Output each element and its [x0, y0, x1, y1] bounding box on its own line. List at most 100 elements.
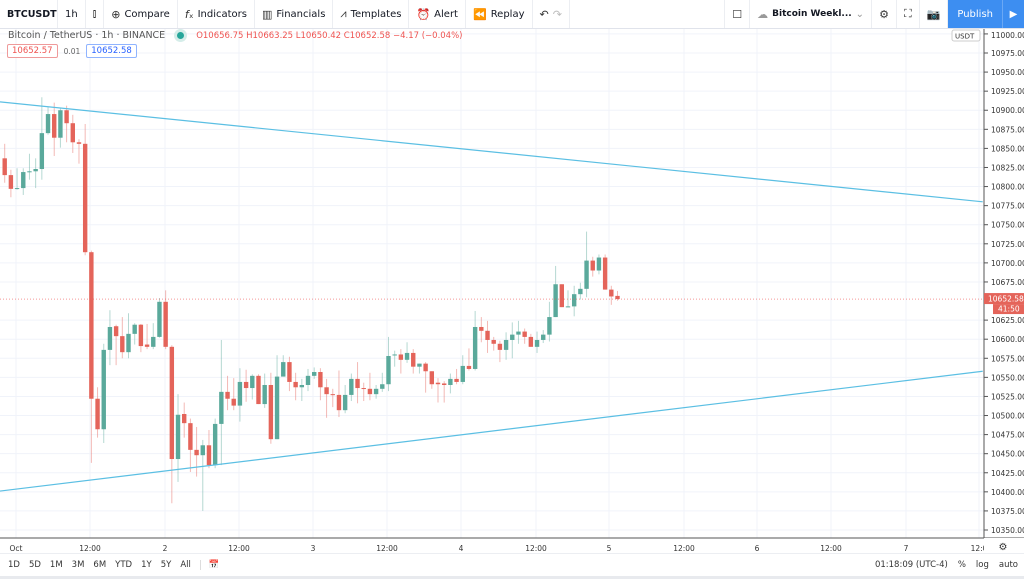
series-title[interactable]: Bitcoin / TetherUS · 1h · BINANCE — [8, 30, 166, 41]
candle-up — [281, 362, 286, 377]
fullscreen-button[interactable]: ⛶ — [897, 0, 920, 28]
candle-down — [336, 394, 342, 411]
candle-down — [120, 336, 125, 353]
candle-down — [497, 343, 503, 350]
time-label: Oct — [10, 544, 23, 553]
candle-up — [151, 336, 156, 347]
undo-icon[interactable]: ↶ — [539, 7, 549, 21]
range-6m[interactable]: 6M — [93, 560, 107, 570]
fullscreen-icon: ⛶ — [903, 7, 912, 20]
price-tick-label: 10900.00 — [991, 106, 1024, 115]
candle-up — [516, 331, 521, 335]
candle-up — [584, 260, 589, 289]
range-1y[interactable]: 1Y — [141, 560, 152, 570]
candle-down — [590, 260, 595, 271]
range-1m[interactable]: 1M — [49, 560, 63, 570]
layout-toggle-button[interactable]: ☐ — [724, 0, 751, 28]
chevron-down-icon: ⌄ — [855, 8, 865, 20]
financials-button[interactable]: ▥ Financials — [255, 0, 334, 28]
percent-toggle[interactable]: % — [957, 560, 966, 570]
candle-down — [398, 354, 404, 360]
candle-up — [460, 365, 465, 382]
candle-down — [454, 378, 459, 382]
bid-ask-row: 10652.57 0.01 10652.58 — [7, 44, 137, 58]
play-button[interactable]: ▶ — [1002, 0, 1024, 28]
price-tick-label: 10550.00 — [991, 373, 1024, 382]
candle-down — [113, 326, 119, 337]
layout-name-button[interactable]: ☁ Bitcoin Weekl... ⌄ — [750, 0, 873, 28]
plus-circle-icon: ⊕ — [111, 7, 121, 21]
candle-up — [448, 378, 453, 385]
price-tick-label: 10525.00 — [991, 392, 1024, 401]
templates-button[interactable]: ⩘ Templates — [333, 0, 410, 28]
compare-button[interactable]: ⊕ Compare — [104, 0, 178, 28]
candle-down — [479, 326, 484, 331]
candle-down — [528, 336, 534, 347]
candle-up — [571, 294, 577, 307]
price-tick-label: 10750.00 — [991, 221, 1024, 230]
bottom-bar: 1D 5D 1M 3M 6M YTD 1Y 5Y All 📅 01:18:09 (UTC-4) … — [0, 553, 1024, 576]
candle-up — [404, 352, 410, 360]
candle-down — [8, 175, 14, 189]
candle-down — [169, 346, 175, 460]
publish-label: Publish — [957, 8, 993, 20]
price-chart[interactable]: 11000.00 10975.00 10950.00 10925.00 10900.00… — [0, 29, 1024, 553]
range-3m[interactable]: 3M — [71, 560, 85, 570]
candle-up — [417, 363, 422, 367]
settings-button[interactable]: ⚙ — [872, 0, 897, 28]
top-toolbar: BTCUSDT 1h ⫾ ⊕ Compare fₓ Indicators ▥ Fina… — [0, 0, 1024, 29]
candle-up — [101, 349, 106, 430]
candle-up — [27, 171, 32, 173]
alarm-clock-icon: ⏰ — [416, 7, 431, 21]
interval-button[interactable]: 1h — [58, 0, 86, 28]
price-tick-label: 10575.00 — [991, 354, 1024, 363]
candle-up — [126, 333, 131, 353]
trend-line[interactable] — [0, 370, 983, 492]
candle-down — [52, 114, 57, 138]
time-label: 12:00 — [228, 544, 250, 553]
candle-up — [45, 114, 51, 134]
candle-down — [231, 398, 236, 406]
candle-up — [349, 378, 354, 395]
candle-down — [163, 301, 168, 347]
price-tick-label: 10850.00 — [991, 144, 1024, 153]
price-tick-label: 10425.00 — [991, 469, 1024, 478]
range-5y[interactable]: 5Y — [160, 560, 172, 570]
candle-down — [609, 289, 614, 297]
price-tick-label: 10700.00 — [991, 259, 1024, 268]
buy-price-button[interactable]: 10652.58 — [86, 44, 137, 58]
publish-button[interactable]: Publish — [948, 0, 1002, 28]
candle-down — [522, 331, 527, 337]
square-icon: ☐ — [732, 7, 743, 21]
candle-up — [250, 375, 255, 389]
replay-button[interactable]: ⏪ Replay — [466, 0, 533, 28]
candle-down — [64, 110, 69, 124]
time-label: 2 — [163, 544, 168, 553]
range-ytd[interactable]: YTD — [115, 560, 133, 570]
candle-down — [411, 352, 416, 367]
screenshot-button[interactable]: 📷 — [920, 0, 949, 28]
candle-down — [423, 363, 428, 372]
candle-down — [559, 284, 564, 308]
chart-type-button[interactable]: ⫾ — [86, 0, 105, 28]
sell-price-button[interactable]: 10652.57 — [7, 44, 58, 58]
candle-down — [293, 381, 298, 388]
goto-date-icon[interactable]: 📅 — [199, 560, 219, 570]
range-5d[interactable]: 5D — [28, 560, 41, 570]
range-1d[interactable]: 1D — [8, 560, 20, 570]
indicators-button[interactable]: fₓ Indicators — [178, 0, 255, 28]
auto-toggle[interactable]: auto — [998, 560, 1018, 570]
rewind-icon: ⏪ — [472, 7, 487, 21]
log-toggle[interactable]: log — [975, 560, 989, 570]
range-all[interactable]: All — [180, 560, 191, 570]
symbol-search-button[interactable]: BTCUSDT — [0, 0, 58, 28]
price-tick-label: 10825.00 — [991, 163, 1024, 172]
ohlc-values: O10656.75 H10663.25 L10650.42 C10652.58 … — [196, 30, 463, 41]
candle-down — [466, 365, 472, 369]
candle-down — [361, 388, 366, 390]
trend-line[interactable] — [0, 101, 983, 203]
alert-button[interactable]: ⏰ Alert — [409, 0, 466, 28]
redo-icon[interactable]: ↷ — [552, 7, 562, 21]
candle-down — [188, 423, 193, 450]
settings-gear-icon[interactable]: ⚙ — [999, 542, 1008, 553]
